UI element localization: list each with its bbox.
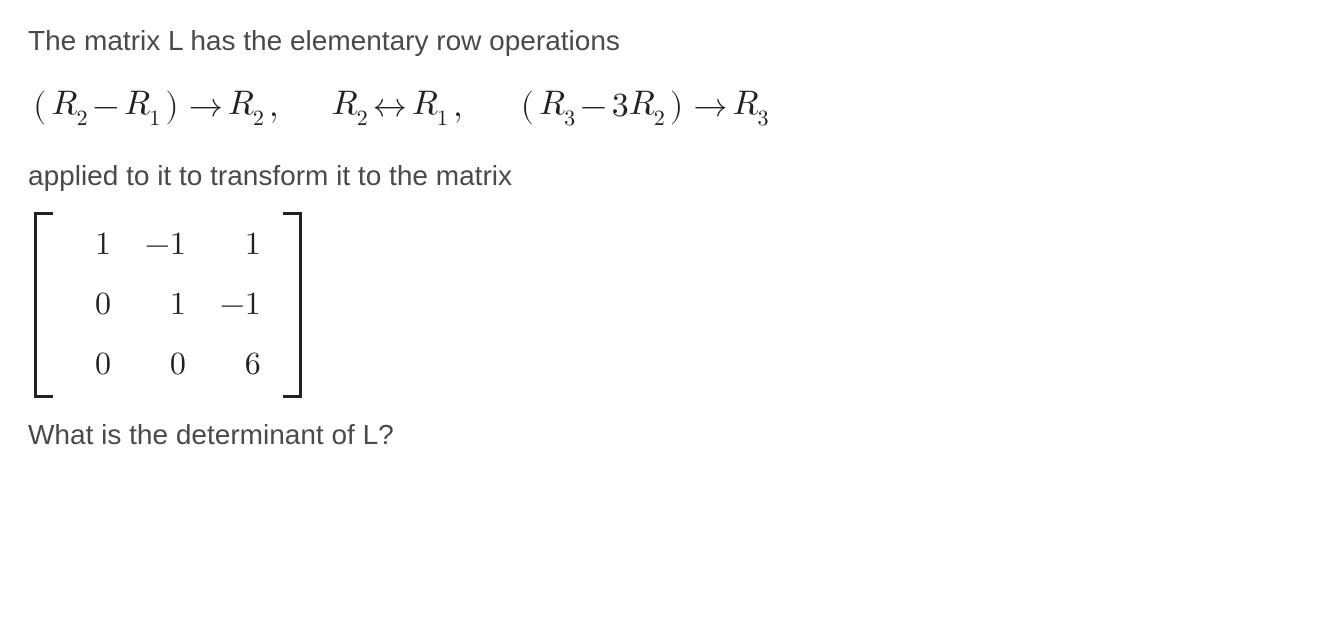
mid-text: applied to it to transform it to the mat…: [28, 157, 1308, 195]
intro-text: The matrix L has the elementary row oper…: [28, 22, 1308, 60]
op2-r2-sub: 2: [357, 108, 368, 130]
op3-r2: R2: [629, 84, 665, 129]
matrix-cell: 6: [220, 346, 261, 384]
op3-r2-sub: 2: [654, 108, 665, 130]
op3-lparen: (: [516, 86, 539, 127]
matrix-cell: 1: [145, 286, 186, 324]
op3-minus: −: [575, 86, 612, 127]
op3-r3: R3: [539, 84, 575, 129]
op1-r2: R2: [51, 84, 87, 129]
op-3: ( R3 − 3 R2 ) → R3: [516, 84, 769, 129]
matrix-cell: −1: [145, 226, 186, 264]
page-root: The matrix L has the elementary row oper…: [0, 0, 1336, 628]
question-text: What is the determinant of L?: [28, 416, 1308, 454]
op2-r1-sub: 1: [437, 108, 448, 130]
matrix: 1 −1 1 0 1 −1 0 0 6: [34, 212, 1308, 398]
matrix-cell: 0: [145, 346, 186, 384]
op3-coef: 3: [612, 86, 629, 127]
op1-r2-sym: R: [51, 87, 76, 121]
op3-target: R3: [732, 84, 768, 129]
op1-target-sym: R: [228, 87, 253, 121]
op3-target-sub: 3: [758, 108, 769, 130]
matrix-cell: 0: [75, 286, 111, 324]
op3-r2-sym: R: [629, 87, 654, 121]
op3-rparen: ): [665, 86, 688, 127]
op3-target-sym: R: [732, 87, 757, 121]
op1-minus: −: [88, 86, 125, 127]
op1-arrow: →: [184, 86, 228, 127]
op2-comma: ,: [448, 86, 468, 127]
op1-target: R2: [228, 84, 264, 129]
matrix-cell: 1: [75, 226, 111, 264]
op1-comma: ,: [264, 86, 284, 127]
op2-r1: R1: [412, 84, 448, 129]
op3-arrow: →: [688, 86, 732, 127]
op1-r1-sym: R: [124, 87, 149, 121]
op1-lparen: (: [28, 86, 51, 127]
op-2: R2 ↔ R1 ,: [332, 84, 468, 129]
op3-r3-sub: 3: [564, 108, 575, 130]
op2-swap: ↔: [368, 86, 412, 127]
op1-r1: R1: [124, 84, 160, 129]
matrix-bracket-left: [34, 212, 51, 398]
op2-r2: R2: [332, 84, 368, 129]
row-operations-line: ( R2 − R1 ) → R2 , R2 ↔ R1 , ( R3 − 3 R2…: [28, 84, 1308, 129]
op1-r1-sub: 1: [149, 108, 160, 130]
op2-r1-sym: R: [412, 87, 437, 121]
op2-r2-sym: R: [332, 87, 357, 121]
op1-r2-sub: 2: [76, 108, 87, 130]
op1-target-sub: 2: [253, 108, 264, 130]
matrix-bracket-right: [285, 212, 302, 398]
matrix-cell: −1: [220, 286, 261, 324]
matrix-cell: 0: [75, 346, 111, 384]
matrix-grid: 1 −1 1 0 1 −1 0 0 6: [51, 212, 285, 398]
op-1: ( R2 − R1 ) → R2 ,: [28, 84, 284, 129]
op1-rparen: ): [160, 86, 183, 127]
matrix-cell: 1: [220, 226, 261, 264]
op3-r3-sym: R: [539, 87, 564, 121]
